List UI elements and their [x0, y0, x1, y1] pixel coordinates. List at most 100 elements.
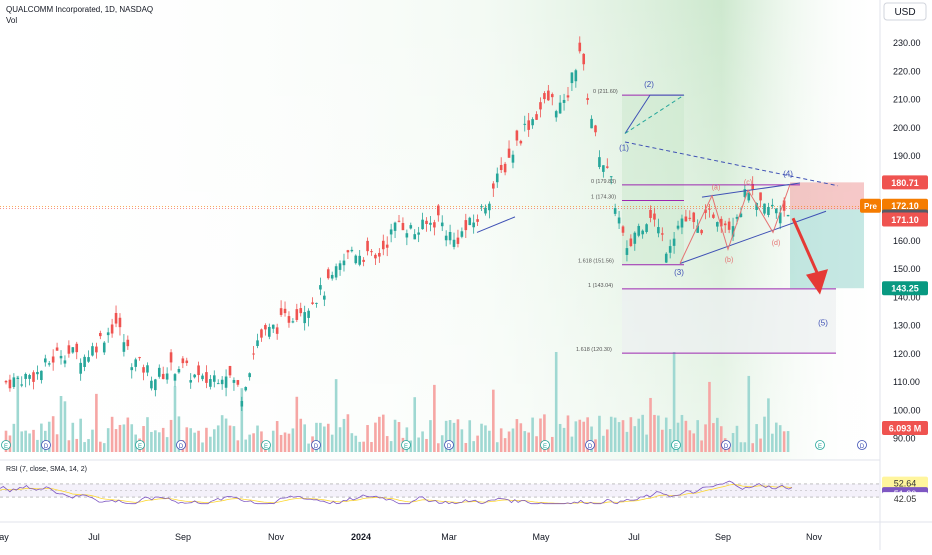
- volume-bar: [527, 432, 530, 452]
- candle-body: [393, 222, 397, 231]
- time-tick-label: Jul: [88, 532, 100, 542]
- candle-body: [645, 224, 648, 232]
- volume-bar: [771, 433, 774, 452]
- candle-body: [47, 363, 51, 365]
- volume-bar: [102, 443, 106, 452]
- elliott-wave-drawings[interactable]: 0 (211.60) 0 (179.83) 1 (174.30) 1.618 (151…: [476, 80, 839, 354]
- time-axis: ay Jul Sep Nov 2024 Mar May Jul Sep Nov: [0, 532, 822, 542]
- event-marker[interactable]: [1, 440, 11, 450]
- candle-body: [311, 302, 314, 304]
- candle-body: [110, 324, 114, 334]
- wave2-dashed: [624, 94, 685, 134]
- volume-bar: [307, 443, 310, 452]
- volume-bar: [212, 429, 216, 452]
- candle-body: [193, 374, 196, 378]
- event-marker[interactable]: [176, 440, 186, 450]
- volume-bar: [448, 420, 452, 452]
- volume-bar: [700, 440, 703, 452]
- volume-bar: [692, 433, 696, 452]
- volume-bar: [248, 434, 251, 452]
- candle-body: [295, 309, 299, 320]
- candle-body: [759, 192, 762, 201]
- candle-body: [307, 310, 310, 318]
- event-marker[interactable]: [401, 440, 411, 450]
- chart-title: QUALCOMM Incorporated, 1D, NASDAQ: [6, 5, 153, 14]
- candle-body: [268, 326, 271, 337]
- candle-body: [201, 375, 204, 380]
- volume-bar: [617, 422, 621, 452]
- volume-bar: [323, 426, 326, 452]
- candle-body: [279, 308, 283, 315]
- volume-bar: [440, 435, 444, 452]
- candle-body: [586, 98, 589, 100]
- fib-level-label: 1 (143.04): [588, 283, 613, 289]
- volume-bar: [122, 424, 126, 452]
- candle-body: [708, 208, 711, 210]
- event-marker[interactable]: [311, 440, 321, 450]
- candle-body: [374, 254, 377, 259]
- volume-bar: [228, 425, 232, 452]
- event-marker-label: E: [138, 444, 142, 450]
- event-marker[interactable]: [721, 440, 731, 450]
- volume-bar: [633, 426, 637, 452]
- candle-body: [680, 218, 684, 228]
- volume-bar: [47, 421, 51, 452]
- candle-body: [244, 387, 248, 391]
- currency-button[interactable]: [883, 2, 927, 21]
- candle-body: [220, 379, 224, 385]
- event-marker[interactable]: [261, 440, 271, 450]
- event-marker[interactable]: [585, 440, 595, 450]
- candle-body: [535, 114, 538, 120]
- candle-body: [602, 165, 605, 172]
- candle-body: [672, 238, 676, 246]
- candle-body: [20, 384, 24, 386]
- candle-body: [550, 94, 554, 98]
- volume-bar: [554, 352, 558, 452]
- candle-body: [786, 214, 790, 217]
- candle-body: [63, 360, 67, 364]
- early-trendline: [476, 216, 516, 233]
- event-marker[interactable]: [815, 440, 825, 450]
- volume-bar: [381, 414, 385, 452]
- event-marker-label: D: [860, 444, 865, 450]
- wave-label: (2): [644, 80, 654, 89]
- event-marker[interactable]: [444, 440, 454, 450]
- rsi-label: RSI (7, close, SMA, 14, 2): [6, 466, 87, 473]
- volume-bar: [688, 430, 692, 452]
- pre-market-badge-label: Pre: [864, 202, 877, 211]
- candle-body: [519, 140, 523, 144]
- candle-body: [189, 380, 193, 383]
- forecast-arrow-shaft: [791, 217, 820, 276]
- candle-body: [354, 255, 358, 264]
- candle-body: [83, 356, 86, 367]
- candle-body: [287, 316, 291, 323]
- rsi-line: [0, 480, 793, 505]
- time-tick-label: Jul: [628, 532, 640, 542]
- volume-bar: [201, 442, 204, 452]
- event-marker[interactable]: [41, 440, 51, 450]
- event-marker[interactable]: [540, 440, 550, 450]
- time-tick-label: Nov: [806, 532, 823, 542]
- event-marker[interactable]: [857, 440, 867, 450]
- event-marker[interactable]: [135, 440, 145, 450]
- candle-body: [472, 222, 475, 228]
- candle-body: [130, 367, 134, 371]
- volume-bar: [303, 424, 306, 452]
- candle-body: [405, 233, 409, 238]
- candle-body: [326, 269, 330, 279]
- candle-body: [4, 380, 8, 383]
- volume-bar: [531, 417, 534, 452]
- event-marker[interactable]: [671, 440, 681, 450]
- candle-body: [429, 222, 432, 225]
- price-tick-label: 160.00: [893, 236, 921, 246]
- volume-bar: [782, 431, 786, 452]
- candle-body: [106, 332, 110, 336]
- volume-bar: [657, 415, 660, 452]
- sub-wave-label: (d): [772, 240, 781, 247]
- volume-bar: [613, 417, 617, 452]
- volume-bar: [165, 437, 169, 452]
- candle-body: [558, 102, 562, 114]
